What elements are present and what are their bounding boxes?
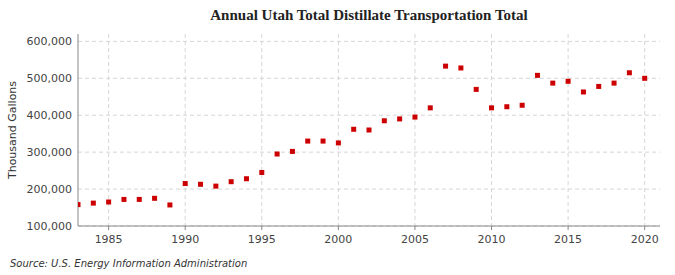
- source-note: Source: U.S. Energy Information Administ…: [10, 258, 247, 269]
- x-tick-label: 1990: [171, 233, 199, 246]
- y-tick-label: 500,000: [27, 72, 73, 85]
- point: [167, 202, 172, 207]
- point: [596, 84, 601, 89]
- x-axis-line: [78, 226, 660, 227]
- x-grid-line: [491, 34, 492, 226]
- point: [566, 79, 571, 84]
- point: [382, 118, 387, 123]
- point: [213, 184, 218, 189]
- point: [412, 115, 417, 120]
- point: [121, 197, 126, 202]
- x-tick-label: 2010: [478, 233, 506, 246]
- x-tick: [185, 226, 186, 230]
- x-grid-line: [185, 34, 186, 226]
- point: [428, 105, 433, 110]
- point: [305, 139, 310, 144]
- x-grid-line: [338, 34, 339, 226]
- point: [78, 202, 81, 207]
- point: [520, 103, 525, 108]
- point: [244, 176, 249, 181]
- title: Annual Utah Total Distillate Transportat…: [210, 7, 527, 23]
- y-tick-label: 400,000: [27, 109, 73, 122]
- y-tick-label: 300,000: [27, 146, 73, 159]
- point: [321, 139, 326, 144]
- point: [535, 73, 540, 78]
- y-axis-line: [78, 34, 79, 226]
- y-tick-label: 200,000: [27, 183, 73, 196]
- x-tick-label: 2000: [324, 233, 352, 246]
- x-grid-line: [568, 34, 569, 226]
- point: [290, 149, 295, 154]
- x-tick: [261, 226, 262, 230]
- x-grid-line: [261, 34, 262, 226]
- point: [489, 105, 494, 110]
- y-grid-line: [78, 189, 660, 190]
- point: [550, 81, 555, 86]
- x-tick: [568, 226, 569, 230]
- point: [474, 87, 479, 92]
- point: [198, 182, 203, 187]
- grid: [78, 34, 660, 226]
- x-tick-label: 1985: [95, 233, 123, 246]
- point: [91, 201, 96, 206]
- point: [367, 128, 372, 133]
- y-axis-label: Thousand Gallons: [6, 81, 19, 180]
- y-tick-label: 100,000: [27, 220, 73, 233]
- point: [642, 76, 647, 81]
- point: [183, 181, 188, 186]
- x-grid-line: [108, 34, 109, 226]
- point: [137, 197, 142, 202]
- x-tick: [338, 226, 339, 230]
- point: [612, 81, 617, 86]
- point: [627, 70, 632, 75]
- point: [351, 127, 356, 132]
- point: [259, 170, 264, 175]
- point: [275, 152, 280, 157]
- x-tick: [644, 226, 645, 230]
- point: [581, 89, 586, 94]
- point: [504, 104, 509, 109]
- x-grid-line: [414, 34, 415, 226]
- point: [397, 116, 402, 121]
- x-tick-label: 2020: [631, 233, 659, 246]
- point: [336, 140, 341, 145]
- point: [106, 200, 111, 205]
- y-grid-line: [78, 41, 660, 42]
- points: [78, 64, 647, 208]
- x-tick-label: 2005: [401, 233, 429, 246]
- x-tick-label: 1995: [248, 233, 276, 246]
- y-grid-line: [78, 115, 660, 116]
- y-grid-line: [78, 152, 660, 153]
- x-tick-label: 2015: [554, 233, 582, 246]
- y-grid-line: [78, 226, 660, 227]
- x-tick: [414, 226, 415, 230]
- x-grid-line: [644, 34, 645, 226]
- point: [458, 65, 463, 70]
- x-tick: [108, 226, 109, 230]
- x-tick: [491, 226, 492, 230]
- point: [443, 64, 448, 69]
- point: [152, 196, 157, 201]
- y-grid-line: [78, 78, 660, 79]
- point: [229, 179, 234, 184]
- chart: Annual Utah Total Distillate Transportat…: [0, 0, 675, 275]
- y-tick-label: 600,000: [27, 35, 73, 48]
